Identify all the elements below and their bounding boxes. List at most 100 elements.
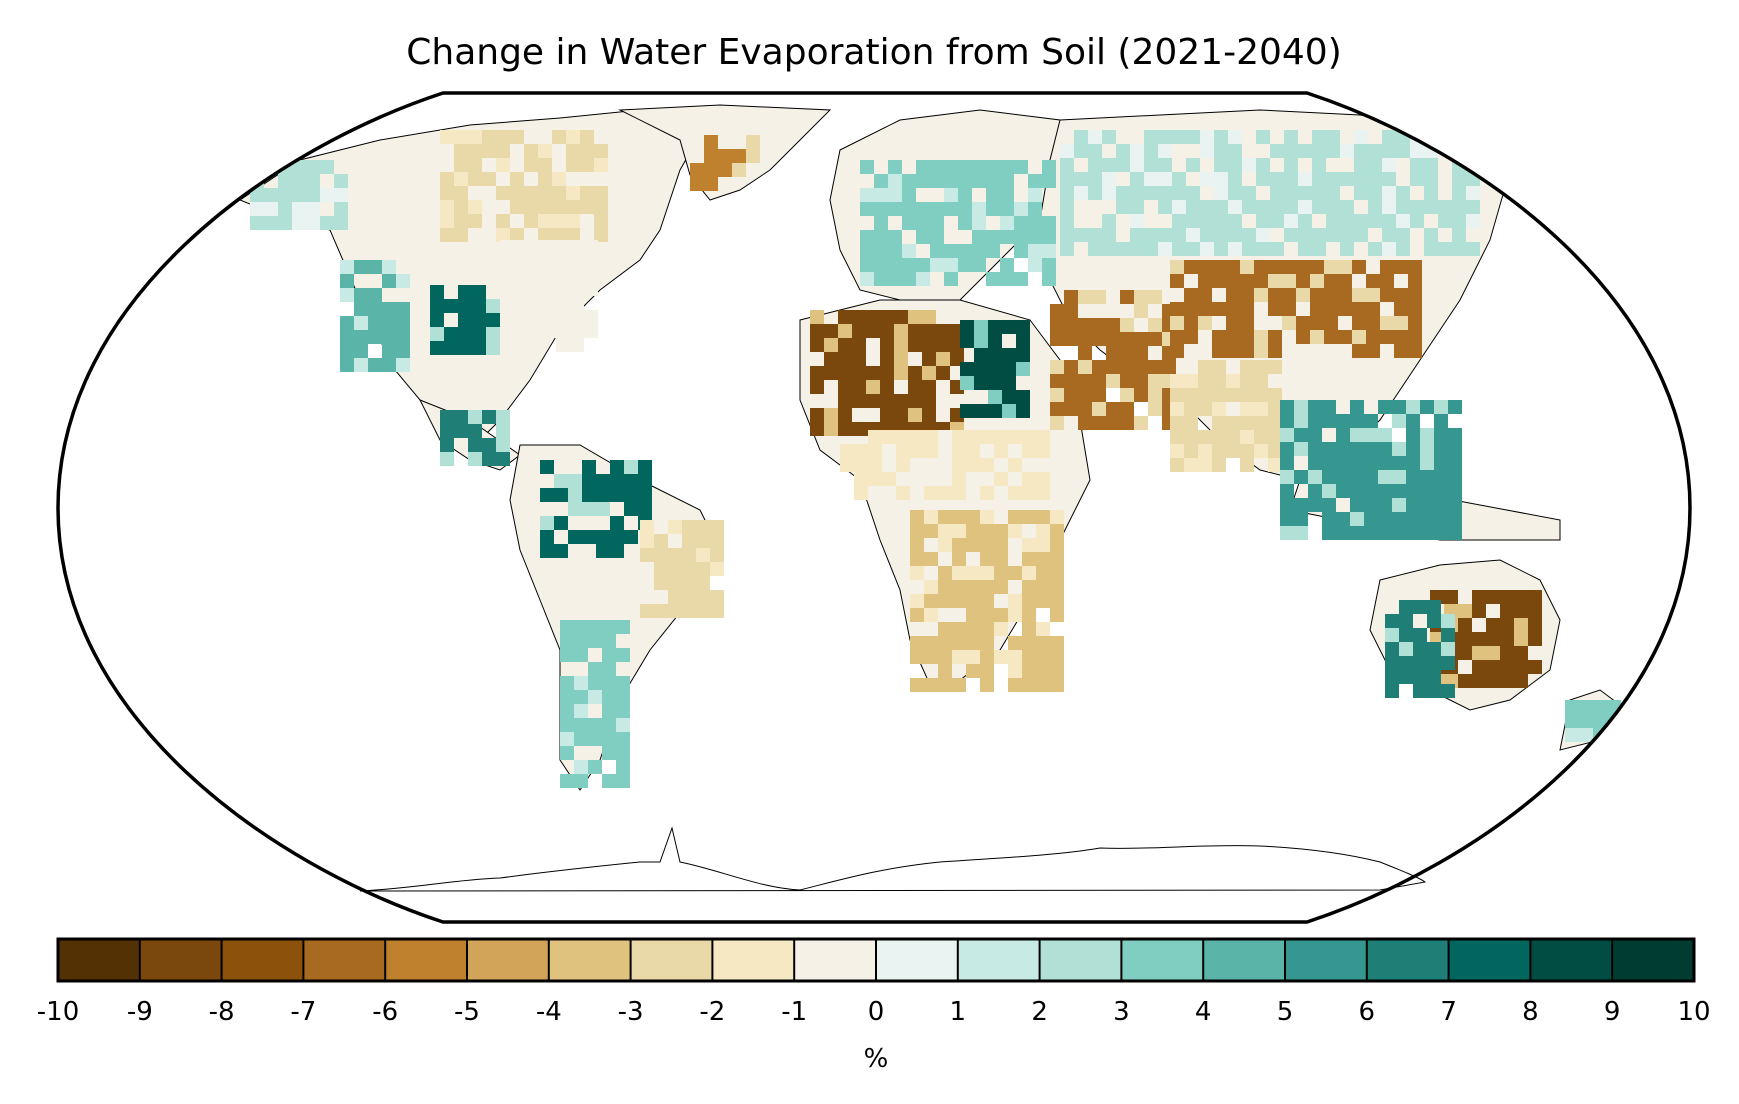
grid-cell xyxy=(570,240,584,254)
grid-cell xyxy=(582,502,596,516)
grid-cell xyxy=(1338,330,1352,344)
grid-cell xyxy=(1042,160,1056,174)
grid-cell xyxy=(922,338,936,352)
grid-cell xyxy=(1466,242,1480,256)
grid-cell xyxy=(1368,144,1382,158)
grid-cell xyxy=(1016,320,1030,334)
grid-cell xyxy=(1170,274,1184,288)
grid-cell xyxy=(1092,318,1106,332)
grid-cell xyxy=(1434,414,1448,428)
grid-cell xyxy=(1254,416,1268,430)
grid-cell xyxy=(1310,316,1324,330)
grid-cell xyxy=(1198,374,1212,388)
region-patch xyxy=(1385,600,1455,698)
grid-cell xyxy=(1364,526,1378,540)
grid-cell xyxy=(1014,216,1028,230)
grid-cell xyxy=(594,200,608,214)
grid-cell xyxy=(824,422,838,436)
grid-cell xyxy=(936,366,950,380)
grid-cell xyxy=(1088,144,1102,158)
grid-cell xyxy=(952,430,966,444)
grid-cell xyxy=(854,486,868,500)
grid-cell xyxy=(1294,498,1308,512)
grid-cell xyxy=(1378,484,1392,498)
grid-cell xyxy=(1184,302,1198,316)
grid-cell xyxy=(1427,642,1441,656)
grid-cell xyxy=(922,394,936,408)
grid-cell xyxy=(1158,158,1172,172)
grid-cell xyxy=(458,341,472,355)
grid-cell xyxy=(1102,158,1116,172)
grid-cell xyxy=(1106,318,1120,332)
grid-cell xyxy=(560,774,574,788)
grid-cell xyxy=(538,158,552,172)
grid-cell xyxy=(1148,360,1162,374)
grid-cell xyxy=(1116,200,1130,214)
grid-cell xyxy=(638,474,652,488)
grid-cell xyxy=(838,352,852,366)
grid-cell xyxy=(1036,580,1050,594)
grid-cell xyxy=(866,324,880,338)
grid-cell xyxy=(1298,228,1312,242)
grid-cell xyxy=(1427,670,1441,684)
grid-cell xyxy=(944,244,958,258)
grid-cell xyxy=(1448,512,1462,526)
grid-cell xyxy=(1036,678,1050,692)
grid-cell xyxy=(952,566,966,580)
grid-cell xyxy=(994,430,1008,444)
grid-cell xyxy=(1008,650,1022,664)
grid-cell xyxy=(1240,374,1254,388)
grid-cell xyxy=(510,186,524,200)
grid-cell xyxy=(1226,302,1240,316)
grid-cell xyxy=(1042,174,1056,188)
grid-cell xyxy=(444,299,458,313)
colorbar-tick-label: -10 xyxy=(37,997,79,1027)
grid-cell xyxy=(1212,388,1226,402)
grid-cell xyxy=(1326,214,1340,228)
grid-cell xyxy=(540,530,554,544)
grid-cell xyxy=(902,188,916,202)
grid-cell xyxy=(596,488,610,502)
grid-cell xyxy=(888,160,902,174)
grid-cell xyxy=(496,186,510,200)
grid-cell xyxy=(1106,374,1120,388)
grid-cell xyxy=(1408,344,1422,358)
grid-cell xyxy=(250,202,264,216)
grid-cell xyxy=(1184,388,1198,402)
grid-cell xyxy=(1002,348,1016,362)
grid-cell xyxy=(1486,632,1500,646)
grid-cell xyxy=(1268,302,1282,316)
grid-cell xyxy=(888,230,902,244)
grid-cell xyxy=(810,310,824,324)
grid-cell xyxy=(1350,470,1364,484)
grid-cell xyxy=(1408,330,1422,344)
grid-cell xyxy=(1198,458,1212,472)
grid-cell xyxy=(902,244,916,258)
grid-cell xyxy=(838,394,852,408)
grid-cell xyxy=(810,408,824,422)
grid-cell xyxy=(908,380,922,394)
grid-cell xyxy=(860,272,874,286)
grid-cell xyxy=(944,160,958,174)
colorbar-tick-label: -9 xyxy=(127,997,153,1027)
grid-cell xyxy=(430,313,444,327)
grid-cell xyxy=(602,620,616,634)
grid-cell xyxy=(1378,456,1392,470)
grid-cell xyxy=(1472,604,1486,618)
grid-cell xyxy=(440,130,454,144)
colorbar-tick-label: 8 xyxy=(1522,997,1539,1027)
grid-cell xyxy=(718,163,732,177)
grid-cell xyxy=(1441,628,1455,642)
grid-cell xyxy=(986,188,1000,202)
grid-cell xyxy=(1458,646,1472,660)
grid-cell xyxy=(654,604,668,618)
grid-cell xyxy=(588,662,602,676)
grid-cell xyxy=(696,604,710,618)
grid-cell xyxy=(1280,400,1294,414)
grid-cell xyxy=(1186,186,1200,200)
grid-cell xyxy=(1016,390,1030,404)
grid-cell xyxy=(1514,632,1528,646)
grid-cell xyxy=(930,174,944,188)
grid-cell xyxy=(1130,228,1144,242)
grid-cell xyxy=(500,268,514,282)
